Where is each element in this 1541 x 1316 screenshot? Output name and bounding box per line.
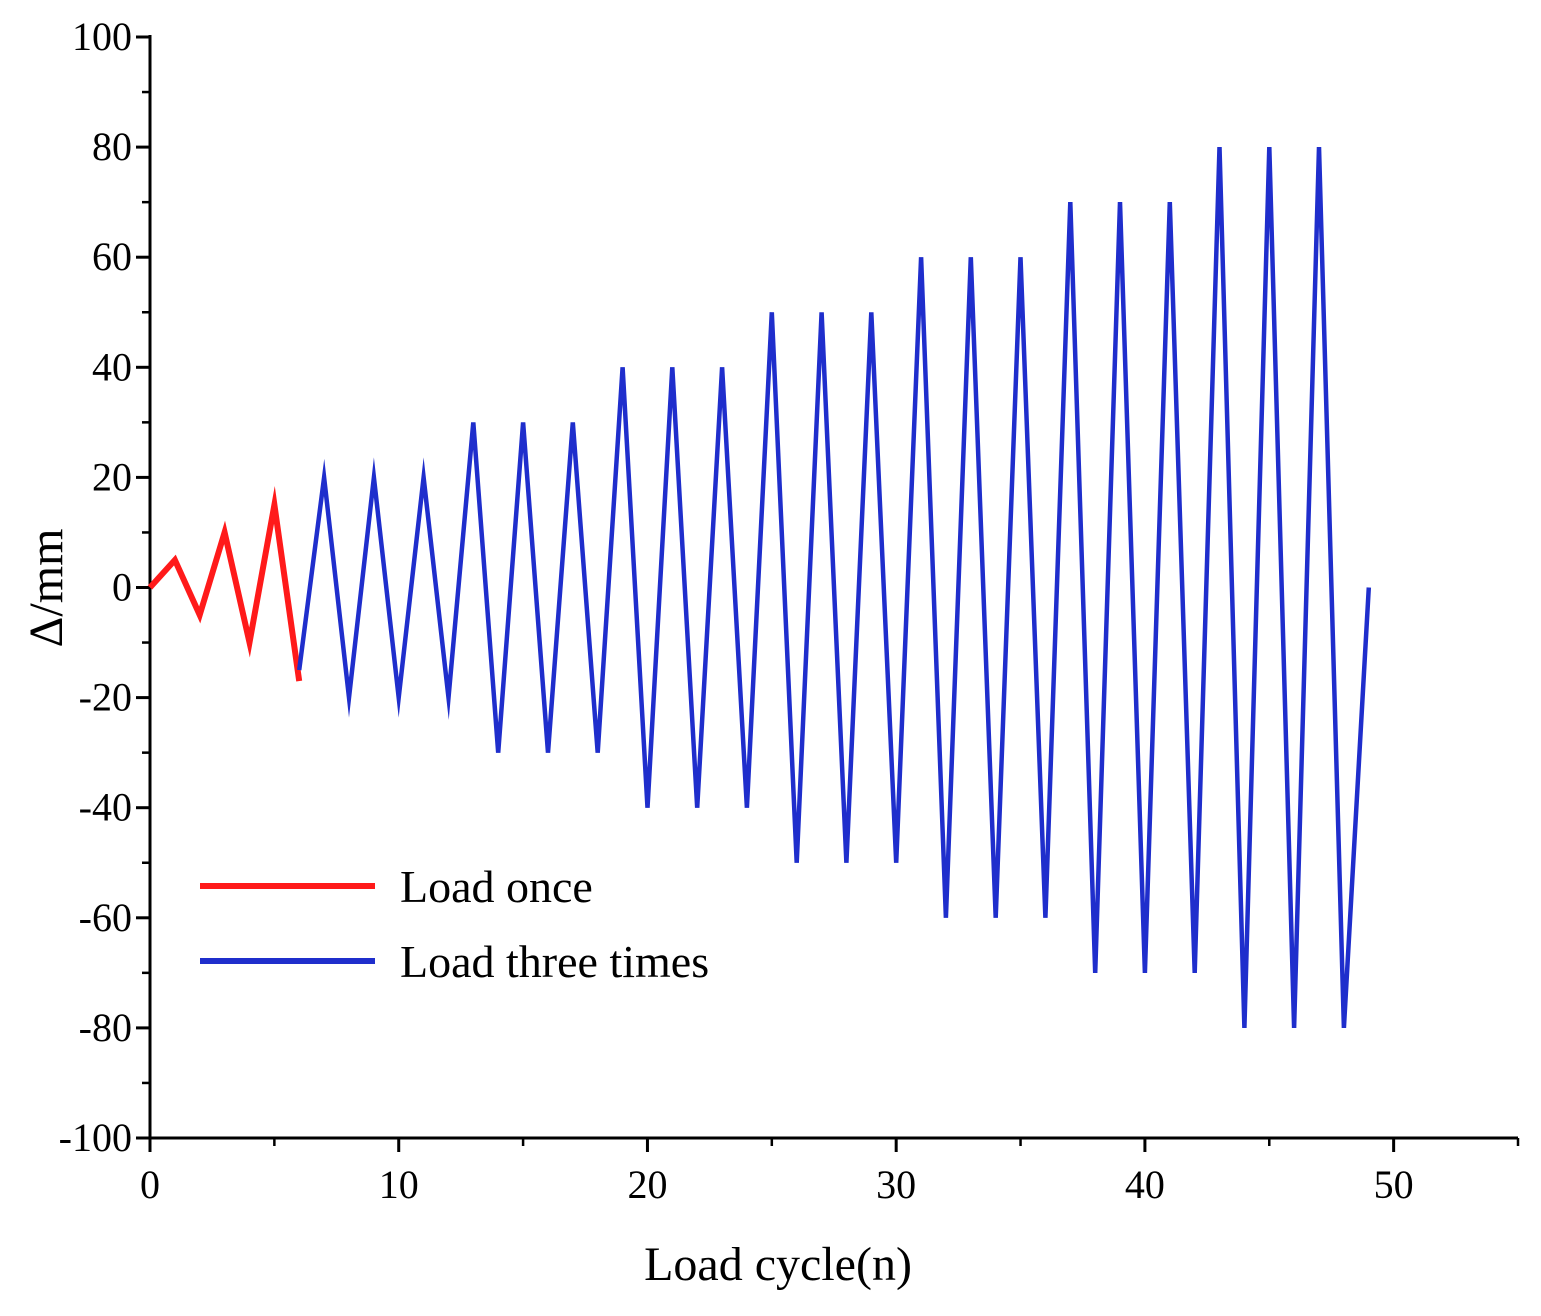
y-tick-label: 40	[92, 344, 132, 389]
x-tick-label: 0	[140, 1162, 160, 1207]
series-line-load-three-times	[296, 147, 1372, 1029]
series-layer	[147, 147, 1372, 1029]
y-tick-label: -20	[79, 675, 132, 720]
y-axis-title: Δ/mm	[20, 529, 73, 648]
y-tick-label: -100	[59, 1115, 132, 1160]
y-tick-label: 100	[72, 14, 132, 59]
x-tick-label: 50	[1374, 1162, 1414, 1207]
y-tick-label: 20	[92, 454, 132, 499]
y-tick-label: 0	[112, 565, 132, 610]
x-tick-label: 40	[1125, 1162, 1165, 1207]
x-tick-label: 30	[876, 1162, 916, 1207]
legend: Load once Load three times	[200, 861, 709, 987]
x-axis-title: Load cycle(n)	[644, 1238, 912, 1291]
legend-label: Load three times	[400, 936, 709, 987]
legend-item-load-once: Load once	[200, 861, 593, 912]
y-tick-label: -60	[79, 895, 132, 940]
y-tick-label: -80	[79, 1005, 132, 1050]
legend-label: Load once	[400, 861, 593, 912]
x-tick-label: 20	[627, 1162, 667, 1207]
x-tick-label: 10	[379, 1162, 419, 1207]
y-tick-label: 60	[92, 234, 132, 279]
series-line-load-once	[147, 486, 303, 682]
y-tick-label: 80	[92, 124, 132, 169]
legend-item-load-three-times: Load three times	[200, 936, 709, 987]
y-tick-label: -40	[79, 785, 132, 830]
